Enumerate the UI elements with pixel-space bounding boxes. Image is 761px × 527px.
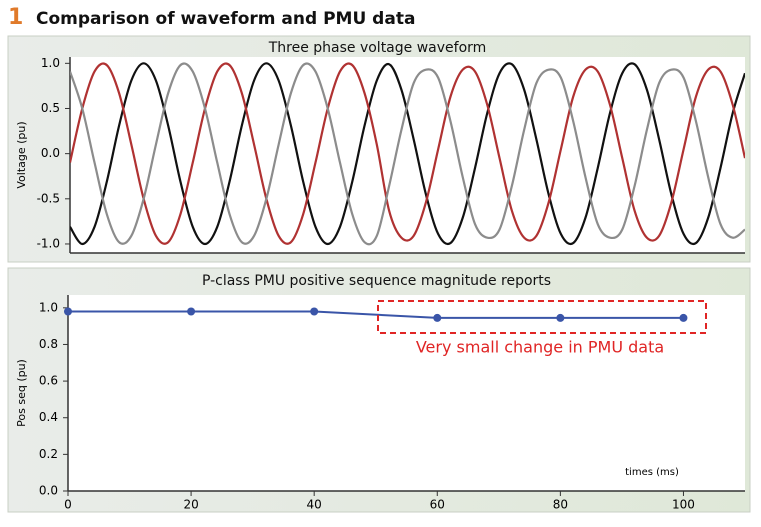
x-tick-label: 40 — [307, 498, 322, 512]
x-axis-label: times (ms) — [625, 467, 679, 478]
y-tick-label: -1.0 — [37, 236, 60, 250]
plot-area — [68, 295, 745, 491]
y-tick-label: 0.4 — [39, 410, 58, 424]
y-tick-label: 0.6 — [39, 374, 58, 388]
y-axis-label: Voltage (pu) — [15, 121, 28, 188]
y-tick-label: 0.0 — [41, 146, 60, 160]
series-line — [70, 62, 745, 246]
data-point — [64, 307, 72, 316]
x-tick-label: 100 — [672, 498, 695, 512]
y-tick-label: -0.5 — [37, 191, 60, 205]
x-tick-label: 20 — [183, 498, 198, 512]
x-tick-label: 80 — [553, 498, 568, 512]
plot-area — [70, 57, 745, 253]
x-tick-label: 0 — [64, 498, 72, 512]
chart-title: Three phase voltage waveform — [268, 40, 487, 56]
data-point — [679, 313, 688, 322]
y-tick-label: 0.0 — [39, 484, 58, 498]
y-tick-label: 0.2 — [39, 447, 58, 461]
y-tick-label: 1.0 — [41, 56, 60, 70]
data-point — [310, 307, 319, 316]
series-line — [68, 310, 684, 319]
y-tick-label: 1.0 — [39, 300, 58, 314]
data-point — [187, 307, 196, 316]
section-number: 1 — [8, 5, 23, 30]
series-line — [70, 62, 745, 245]
annotation: Very small change in PMU data — [416, 338, 664, 357]
y-tick-label: 0.8 — [39, 337, 58, 351]
page-title: Comparison of waveform and PMU data — [36, 9, 415, 29]
chart-title: P-class PMU positive sequence magnitude … — [202, 273, 551, 289]
annotation-box — [377, 300, 707, 334]
data-point — [433, 313, 442, 322]
y-axis-label: Pos seq (pu) — [15, 359, 28, 427]
x-tick-label: 60 — [430, 498, 445, 512]
y-tick-label: 0.5 — [41, 101, 60, 115]
series-line — [70, 62, 745, 246]
data-point — [556, 313, 565, 322]
